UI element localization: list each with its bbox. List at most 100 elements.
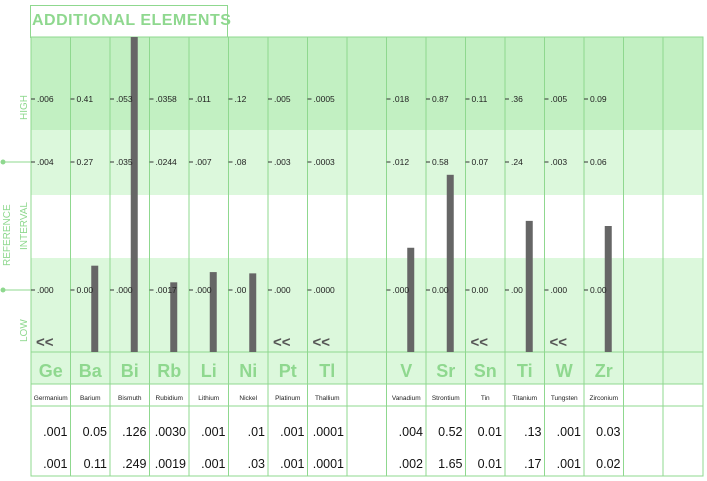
lower-limit-label: 0.00 (77, 285, 94, 295)
upper-limit-label: .0244 (156, 157, 178, 167)
lower-limit-label: .000 (393, 285, 410, 295)
high-limit-label: .005 (274, 94, 291, 104)
symbol-row-band (31, 352, 703, 384)
high-limit-label: .018 (393, 94, 410, 104)
result-bar (604, 226, 612, 352)
result-bar (170, 282, 178, 352)
lower-limit-label: .000 (274, 285, 291, 295)
result-value: 0.01 (478, 425, 502, 439)
result-bar (249, 273, 257, 352)
high-limit-label: 0.11 (472, 94, 488, 104)
lower-limit-label: 0.00 (432, 285, 449, 295)
high-label: HIGH (19, 95, 30, 120)
chart-grid (30, 36, 704, 477)
prior-value: 0.11 (84, 457, 107, 471)
lower-limit-label: 0.00 (472, 285, 489, 295)
element-name: Vanadium (392, 395, 421, 402)
high-limit-label: .0005 (314, 94, 336, 104)
result-value: 0.03 (596, 425, 620, 439)
high-limit-label: .12 (235, 94, 247, 104)
high-band (31, 37, 703, 130)
prior-value: 1.65 (438, 457, 462, 471)
result-bar (130, 37, 138, 352)
prior-value: .002 (399, 457, 423, 471)
prior-value: .001 (280, 457, 304, 471)
result-bar (525, 220, 533, 352)
element-name: Bismuth (118, 395, 142, 402)
low-marker: << (273, 334, 291, 351)
low-marker: << (471, 334, 489, 351)
element-symbol: Ti (517, 361, 533, 381)
prior-value: .001 (557, 457, 581, 471)
low-marker: << (313, 334, 331, 351)
upper-limit-label: 0.27 (77, 157, 94, 167)
element-symbol: Zr (595, 361, 613, 381)
low-band (31, 258, 703, 352)
lower-limit-label: 0.00 (590, 285, 607, 295)
lower-limit-label: .0000 (314, 285, 336, 295)
lower-limit-label: .0017 (156, 285, 178, 295)
element-name: Titanium (512, 395, 537, 402)
element-symbol: Sn (474, 361, 497, 381)
element-symbol: Ni (239, 361, 257, 381)
upper-limit-label: .24 (511, 157, 523, 167)
prior-value: .17 (524, 457, 541, 471)
page-title: ADDITIONAL ELEMENTS (32, 12, 232, 29)
upper-limit-label: 0.58 (432, 157, 449, 167)
side-labels: HIGH REFERENCE INTERVAL LOW (0, 95, 31, 342)
result-value: .001 (557, 425, 581, 439)
result-value: .001 (280, 425, 304, 439)
result-value: .126 (122, 425, 146, 439)
result-value: .001 (201, 425, 225, 439)
chart-border (30, 36, 704, 477)
upper-limit-label: .0003 (314, 157, 336, 167)
result-bar (446, 174, 454, 352)
result-value: 0.52 (438, 425, 462, 439)
reference-bands (31, 37, 703, 384)
upper-limit-label: .003 (274, 157, 291, 167)
upper-limit-label: 0.07 (472, 157, 489, 167)
title-tab (30, 5, 228, 38)
element-symbol: Rb (157, 361, 181, 381)
high-limit-label: .36 (511, 94, 523, 104)
upper-limit-label: .004 (37, 157, 54, 167)
lower-limit-label: .00 (235, 285, 247, 295)
prior-value: 0.02 (596, 457, 620, 471)
high-limit-label: .011 (195, 94, 211, 104)
element-symbol: Pt (279, 361, 297, 381)
element-symbol: Ba (79, 361, 103, 381)
upper-limit-label: .035 (116, 157, 133, 167)
lower-limit-label: .000 (116, 285, 133, 295)
element-name: Lithium (198, 395, 219, 402)
element-symbol: Li (201, 361, 217, 381)
high-limit-label: 0.09 (590, 94, 607, 104)
element-name: Nickel (239, 395, 257, 402)
element-symbol: W (556, 361, 573, 381)
prior-value: .249 (122, 457, 146, 471)
high-limit-label: .0358 (156, 94, 178, 104)
element-name: Rubidium (156, 395, 183, 402)
element-name: Zirconium (589, 395, 618, 402)
lower-limit-label: .00 (511, 285, 523, 295)
result-value: .01 (248, 425, 265, 439)
low-label: LOW (19, 319, 30, 342)
high-limit-label: .006 (37, 94, 54, 104)
element-symbol: V (400, 361, 412, 381)
upper-limit-label: .012 (393, 157, 410, 167)
result-value: .13 (524, 425, 541, 439)
element-name: Platinum (275, 395, 300, 402)
lower-limit-label: .000 (37, 285, 54, 295)
high-limit-label: .005 (551, 94, 568, 104)
high-limit-label: 0.87 (432, 94, 449, 104)
prior-value: 0.01 (478, 457, 502, 471)
element-name: Barium (80, 395, 101, 402)
low-marker: << (36, 334, 54, 351)
result-bar (91, 265, 99, 352)
element-symbol: Bi (121, 361, 139, 381)
column-text-group: .006 .004 .000 << Ge Germanium .001 .001 0.41 0.2… (31, 94, 621, 471)
lower-limit-label: .000 (195, 285, 212, 295)
lower-limit-label: .000 (551, 285, 568, 295)
element-symbol: Ge (39, 361, 63, 381)
result-value: .001 (43, 425, 67, 439)
